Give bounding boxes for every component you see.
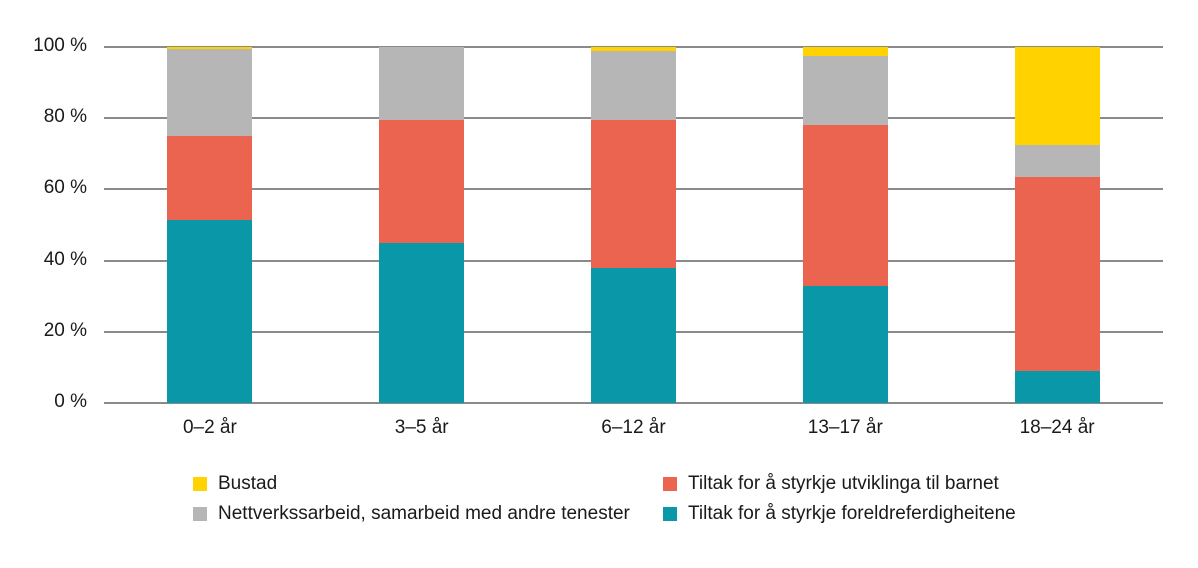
- bar-segment: [1014, 176, 1100, 371]
- bar-segment: [802, 55, 888, 126]
- bar-segment: [590, 47, 676, 51]
- legend-item-bustad: Bustad: [193, 473, 663, 494]
- stacked-bar: [1014, 47, 1100, 403]
- bar-segment: [1014, 370, 1100, 403]
- legend-swatch-teal: [663, 507, 677, 521]
- legend-item-label: Nettverkssarbeid, samarbeid med andre te…: [218, 503, 630, 524]
- bar-segment: [590, 120, 676, 268]
- legend-item-label: Tiltak for å styrkje foreldreferdigheite…: [688, 503, 1016, 524]
- x-axis-tick-label: 6–12 år: [601, 417, 666, 438]
- legend-item-tiltak-barnet: Tiltak for å styrkje utviklinga til barn…: [663, 473, 1016, 494]
- y-axis-tick-label: 80 %: [43, 106, 87, 128]
- y-axis: 0 % 20 % 40 % 60 % 80 % 100 %: [0, 35, 87, 412]
- stacked-bar: [802, 47, 888, 403]
- stacked-bar: [590, 47, 676, 403]
- bar-segment: [379, 47, 465, 120]
- y-axis-tick-label: 0 %: [54, 391, 87, 412]
- bar-segment: [802, 125, 888, 286]
- y-axis-tick-label: 100 %: [33, 35, 87, 56]
- legend: Bustad Tiltak for å styrkje utviklinga t…: [193, 473, 1016, 524]
- legend-item-tiltak-foreldre: Tiltak for å styrkje foreldreferdigheite…: [663, 503, 1016, 524]
- plot-area: 0–2 år 3–5 år 6–12 år 13–17 år 18–24 år: [104, 46, 1163, 438]
- bar-segment: [167, 136, 253, 220]
- bar-segment: [167, 47, 253, 49]
- stacked-bar: [379, 47, 465, 403]
- legend-item-nettverksarbeid: Nettverkssarbeid, samarbeid med andre te…: [193, 503, 663, 524]
- bar-slot: 18–24 år: [951, 47, 1163, 438]
- legend-item-label: Bustad: [218, 473, 278, 494]
- bar-segment: [1014, 144, 1100, 177]
- bar-slot: 0–2 år: [104, 47, 316, 438]
- bar-segment: [802, 47, 888, 56]
- bar-segment: [379, 120, 465, 243]
- x-axis-tick-label: 0–2 år: [182, 417, 237, 438]
- bar-segment: [379, 242, 465, 403]
- legend-item-label: Tiltak for å styrkje utviklinga til barn…: [688, 473, 999, 494]
- x-axis-tick-label: 18–24 år: [1019, 417, 1095, 438]
- bar-segment: [1014, 47, 1100, 145]
- bar-segment: [167, 219, 253, 403]
- y-axis-tick-label: 60 %: [43, 177, 87, 199]
- x-axis-tick-label: 13–17 år: [807, 417, 883, 438]
- bar-segment: [590, 50, 676, 120]
- bar-slot: 13–17 år: [739, 47, 951, 438]
- stacked-bar: [167, 47, 253, 403]
- gridline: [104, 46, 1163, 48]
- gridline: [104, 402, 1163, 404]
- bar-segment: [802, 285, 888, 403]
- bar-slot: 6–12 år: [528, 47, 740, 438]
- bar-segment: [167, 48, 253, 137]
- y-axis-tick-label: 40 %: [43, 248, 87, 270]
- bar-slot: 3–5 år: [316, 47, 528, 438]
- legend-swatch-gray: [193, 507, 207, 521]
- legend-swatch-red: [663, 477, 677, 491]
- y-axis-tick-label: 20 %: [43, 319, 87, 341]
- x-axis-tick-label: 3–5 år: [394, 417, 449, 438]
- legend-swatch-yellow: [193, 477, 207, 491]
- bar-segment: [590, 267, 676, 403]
